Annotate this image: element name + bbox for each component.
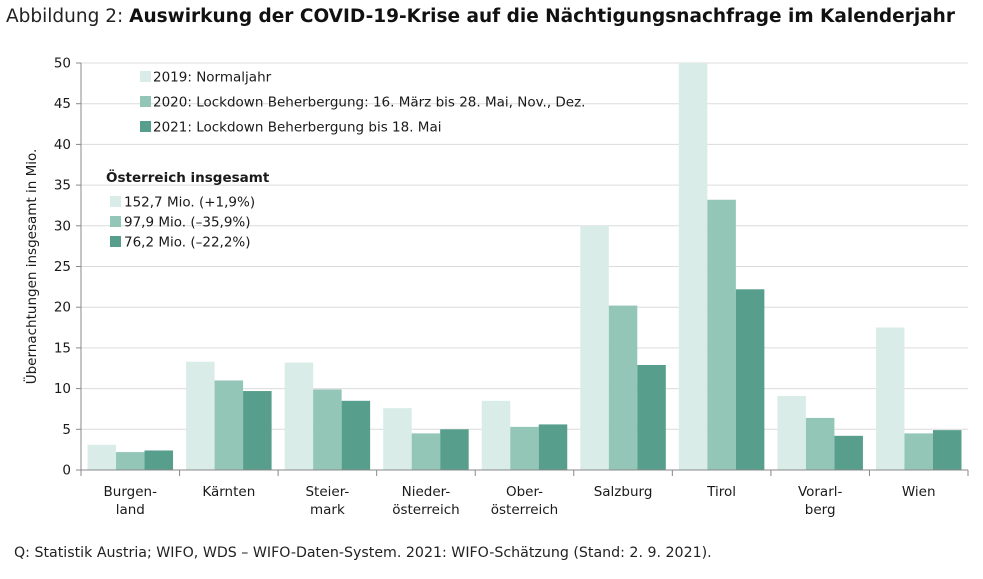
x-tick-label: Ober- — [506, 484, 543, 500]
y-tick-label: 20 — [54, 300, 71, 316]
y-tick-label: 35 — [54, 178, 71, 194]
bar — [186, 361, 215, 470]
x-tick-label: Burgen- — [104, 484, 158, 500]
bar — [341, 400, 371, 470]
x-tick-label: land — [116, 502, 145, 518]
bar — [834, 435, 863, 470]
title-prefix: Abbildung 2: — [6, 6, 130, 27]
bar — [805, 417, 835, 470]
bar — [116, 452, 145, 470]
x-tick-label: Kärnten — [202, 484, 255, 500]
x-tick-label: Steier- — [305, 484, 349, 500]
y-axis-title: Übernachtungen insgesamt in Mio. — [22, 149, 40, 385]
bar — [735, 289, 765, 470]
bar — [580, 225, 609, 470]
bar — [313, 389, 342, 470]
bar — [510, 426, 539, 470]
legend-label: 2020: Lockdown Beherbergung: 16. März bi… — [153, 95, 585, 111]
x-tick-label: mark — [310, 502, 345, 518]
bar — [383, 408, 412, 470]
bar — [411, 433, 441, 470]
bar — [608, 305, 638, 470]
title-text: Auswirkung der COVID-19-Krise auf die Nä… — [129, 6, 955, 27]
x-tick-label: Nieder- — [402, 484, 451, 500]
bar — [637, 364, 666, 470]
x-tick-label: Salzburg — [594, 484, 653, 500]
y-tick-label: 45 — [54, 96, 71, 112]
bar — [538, 424, 568, 470]
legend-swatch — [140, 121, 151, 132]
y-tick-label: 15 — [54, 340, 71, 356]
legend-label: 2019: Normaljahr — [153, 70, 272, 86]
annotation-label: 76,2 Mio. (–22,2%) — [124, 235, 251, 251]
x-tick-label: Tirol — [706, 484, 736, 500]
annotation-swatch — [110, 196, 121, 207]
bar — [144, 450, 174, 470]
x-tick-label: Wien — [902, 484, 936, 500]
y-tick-label: 30 — [54, 218, 71, 234]
bar-chart: 0 5 10 15 20 25 30 35 40 45 50 Übernachtungen insge… — [22, 56, 969, 518]
bar — [481, 400, 511, 470]
annotation-heading: Österreich insgesamt — [106, 168, 270, 186]
y-tick-label: 0 — [62, 463, 71, 479]
bar — [932, 430, 962, 470]
x-tick-label: Vorarl- — [798, 484, 843, 500]
y-tick-label: 25 — [54, 259, 71, 275]
legend-label: 2021: Lockdown Beherbergung bis 18. Mai — [153, 120, 441, 136]
x-tick-label: berg — [805, 502, 836, 518]
annotation-label: 97,9 Mio. (–35,9%) — [124, 215, 251, 231]
annotation-swatch — [110, 236, 121, 247]
x-tick-label: österreich — [491, 502, 559, 518]
bar — [87, 444, 117, 470]
bar — [284, 362, 314, 470]
x-tick-label: österreich — [392, 502, 460, 518]
bar — [875, 327, 905, 470]
bar — [707, 199, 736, 470]
annotation-swatch — [110, 216, 121, 227]
bar — [440, 429, 469, 470]
y-tick-label: 10 — [54, 381, 71, 397]
bar — [777, 395, 806, 470]
bar — [214, 380, 244, 470]
bar — [904, 433, 933, 470]
source-note: Q: Statistik Austria; WIFO, WDS – WIFO-D… — [14, 545, 712, 561]
legend-swatch — [140, 71, 151, 82]
y-tick-label: 50 — [54, 56, 71, 72]
bar — [678, 63, 708, 470]
y-tick-label: 5 — [62, 422, 71, 438]
y-tick-label: 40 — [54, 137, 71, 153]
annotation-label: 152,7 Mio. (+1,9%) — [124, 195, 255, 211]
bar — [243, 391, 272, 470]
legend-swatch — [140, 96, 151, 107]
chart-title: Abbildung 2: Auswirkung der COVID-19-Kri… — [6, 6, 955, 27]
